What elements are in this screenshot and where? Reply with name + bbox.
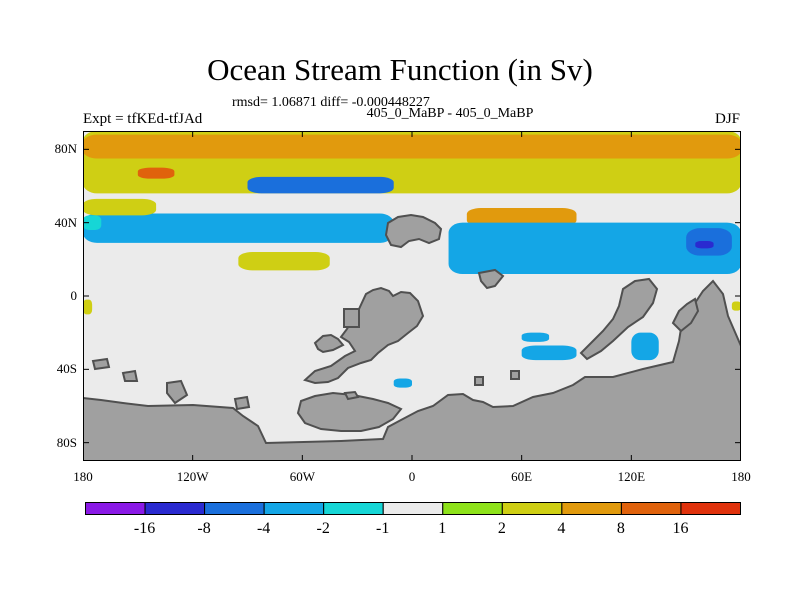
land-east-ridge <box>579 277 659 361</box>
contour-region <box>731 301 741 311</box>
colorbar-label: -16 <box>133 520 156 537</box>
land-africa-islet <box>343 390 360 401</box>
colorbar-box <box>561 502 622 515</box>
contour-region <box>83 215 102 230</box>
land-mid-islet <box>474 376 484 386</box>
x-tick-label: 120E <box>617 469 646 484</box>
y-tick-label: 0 <box>70 288 78 303</box>
colorbar-box <box>323 502 384 515</box>
season-label: DJF <box>714 111 740 127</box>
colorbar <box>85 502 741 515</box>
landmasses <box>83 213 741 461</box>
colorbar-box <box>620 502 682 515</box>
x-tick-label: 180 <box>73 469 93 484</box>
colorbar-label: 16 <box>672 520 689 537</box>
contour-region <box>448 222 741 274</box>
colorbar-label: 4 <box>557 520 566 537</box>
colorbar-box <box>204 502 265 515</box>
colorbar-box <box>680 502 741 515</box>
colorbar-box <box>442 502 503 515</box>
land-block-square <box>343 308 360 328</box>
land-south-america-small <box>313 333 345 354</box>
contour-region <box>247 176 394 194</box>
contour-region <box>238 252 330 271</box>
period-label: 405_0_MaBP - 405_0_MaBP <box>366 106 534 121</box>
chart-title: Ocean Stream Function (in Sv) <box>207 52 593 87</box>
land-mid-islet-2 <box>510 370 520 380</box>
colorbar-label: -4 <box>256 520 271 537</box>
land-north-small <box>477 268 505 290</box>
land-west-islet-3 <box>166 379 189 405</box>
x-tick-label: 180 <box>731 469 751 484</box>
land-antarctica <box>83 279 741 461</box>
contour-region <box>83 134 741 159</box>
stream-function-map <box>83 131 741 461</box>
colorbar-box <box>501 502 563 515</box>
colorbar-box <box>382 502 444 515</box>
colorbar-label: -2 <box>316 520 330 537</box>
x-tick-label: 0 <box>408 469 416 484</box>
colorbar-label: 8 <box>616 520 625 537</box>
chart-subtitle: rmsd= 1.06871 diff= -0.000448227 <box>232 95 430 110</box>
y-tick-label: 80S <box>56 434 77 450</box>
y-tick-label: 40S <box>56 361 77 377</box>
y-tick-label: 40N <box>54 214 77 230</box>
land-east-spike <box>671 297 700 333</box>
colorbar-box <box>263 502 325 515</box>
colorbar-label: 1 <box>438 520 447 537</box>
axis-ticks <box>83 131 741 461</box>
contour-region <box>137 167 175 179</box>
x-tick-label: 120W <box>176 469 209 484</box>
land-north-block <box>384 213 443 249</box>
y-tick-label: 80N <box>54 141 77 157</box>
colorbar-box <box>85 502 146 515</box>
land-west-islet-1 <box>91 357 111 371</box>
land-africa-like <box>296 391 403 432</box>
land-west-islet-2 <box>121 369 139 382</box>
contour-region <box>466 208 577 227</box>
contour-regions <box>83 131 741 388</box>
contour-region <box>83 299 93 315</box>
x-tick-label: 60E <box>511 469 533 484</box>
contour-region <box>521 345 577 361</box>
contour-region <box>393 378 412 388</box>
colorbar-label: 2 <box>497 520 506 537</box>
contour-region <box>83 198 157 216</box>
x-tick-label: 60W <box>289 469 315 484</box>
colorbar-boxes <box>85 502 741 515</box>
land-west-islet-4 <box>233 395 251 411</box>
land-south-america-like <box>303 286 425 385</box>
colorbar-box <box>144 502 206 515</box>
contour-region <box>83 213 394 243</box>
contour-region <box>521 332 550 342</box>
colorbar-label: -8 <box>197 520 211 537</box>
contour-region <box>631 332 659 361</box>
experiment-label: Expt = tfKEd-tfJAd <box>83 111 203 127</box>
colorbar-label: -1 <box>376 520 390 537</box>
contour-region <box>695 241 714 249</box>
